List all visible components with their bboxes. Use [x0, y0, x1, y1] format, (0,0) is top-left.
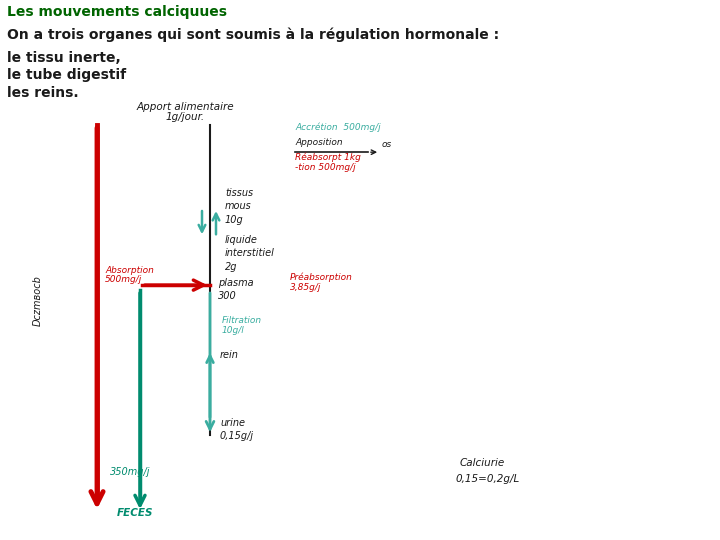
Text: Absorption: Absorption	[105, 266, 154, 275]
Text: 1g/jour.: 1g/jour.	[166, 112, 204, 122]
Text: On a trois organes qui sont soumis à la régulation hormonale :: On a trois organes qui sont soumis à la …	[7, 27, 500, 42]
Text: -tion 500mg/j: -tion 500mg/j	[295, 163, 356, 172]
Text: plasma
300: plasma 300	[218, 278, 253, 301]
Text: le tube digestif: le tube digestif	[7, 68, 126, 82]
Text: rein: rein	[220, 350, 239, 360]
Text: Filtration: Filtration	[222, 316, 262, 325]
Text: tissus
mous
10g: tissus mous 10g	[225, 188, 253, 225]
Text: 10g/l: 10g/l	[222, 326, 245, 335]
Text: Apposition: Apposition	[295, 138, 343, 147]
Text: 350mg/j: 350mg/j	[110, 467, 150, 477]
Text: Les mouvements calciquues: Les mouvements calciquues	[7, 5, 228, 19]
Text: les reins.: les reins.	[7, 85, 78, 99]
Text: Apport alimentaire: Apport alimentaire	[136, 102, 234, 112]
Text: 500mg/j: 500mg/j	[105, 275, 143, 284]
Text: FECES: FECES	[117, 508, 153, 518]
Text: le tissu inerte,: le tissu inerte,	[7, 51, 121, 65]
Text: os: os	[382, 140, 392, 149]
Text: Dczmвосb: Dczmвосb	[33, 275, 43, 326]
Text: Préabsorption: Préabsorption	[290, 273, 353, 282]
Text: Réabsorpt 1kg: Réabsorpt 1kg	[295, 153, 361, 162]
Text: Calciurie: Calciurie	[460, 458, 505, 468]
Text: liquide
interstitiel
2g: liquide interstitiel 2g	[225, 235, 275, 272]
Text: Accrétion  500mg/j: Accrétion 500mg/j	[295, 123, 381, 132]
Text: 0,15=0,2g/L: 0,15=0,2g/L	[455, 474, 519, 484]
Text: 3,85g/j: 3,85g/j	[290, 283, 321, 292]
Text: urine
0,15g/j: urine 0,15g/j	[220, 418, 254, 441]
